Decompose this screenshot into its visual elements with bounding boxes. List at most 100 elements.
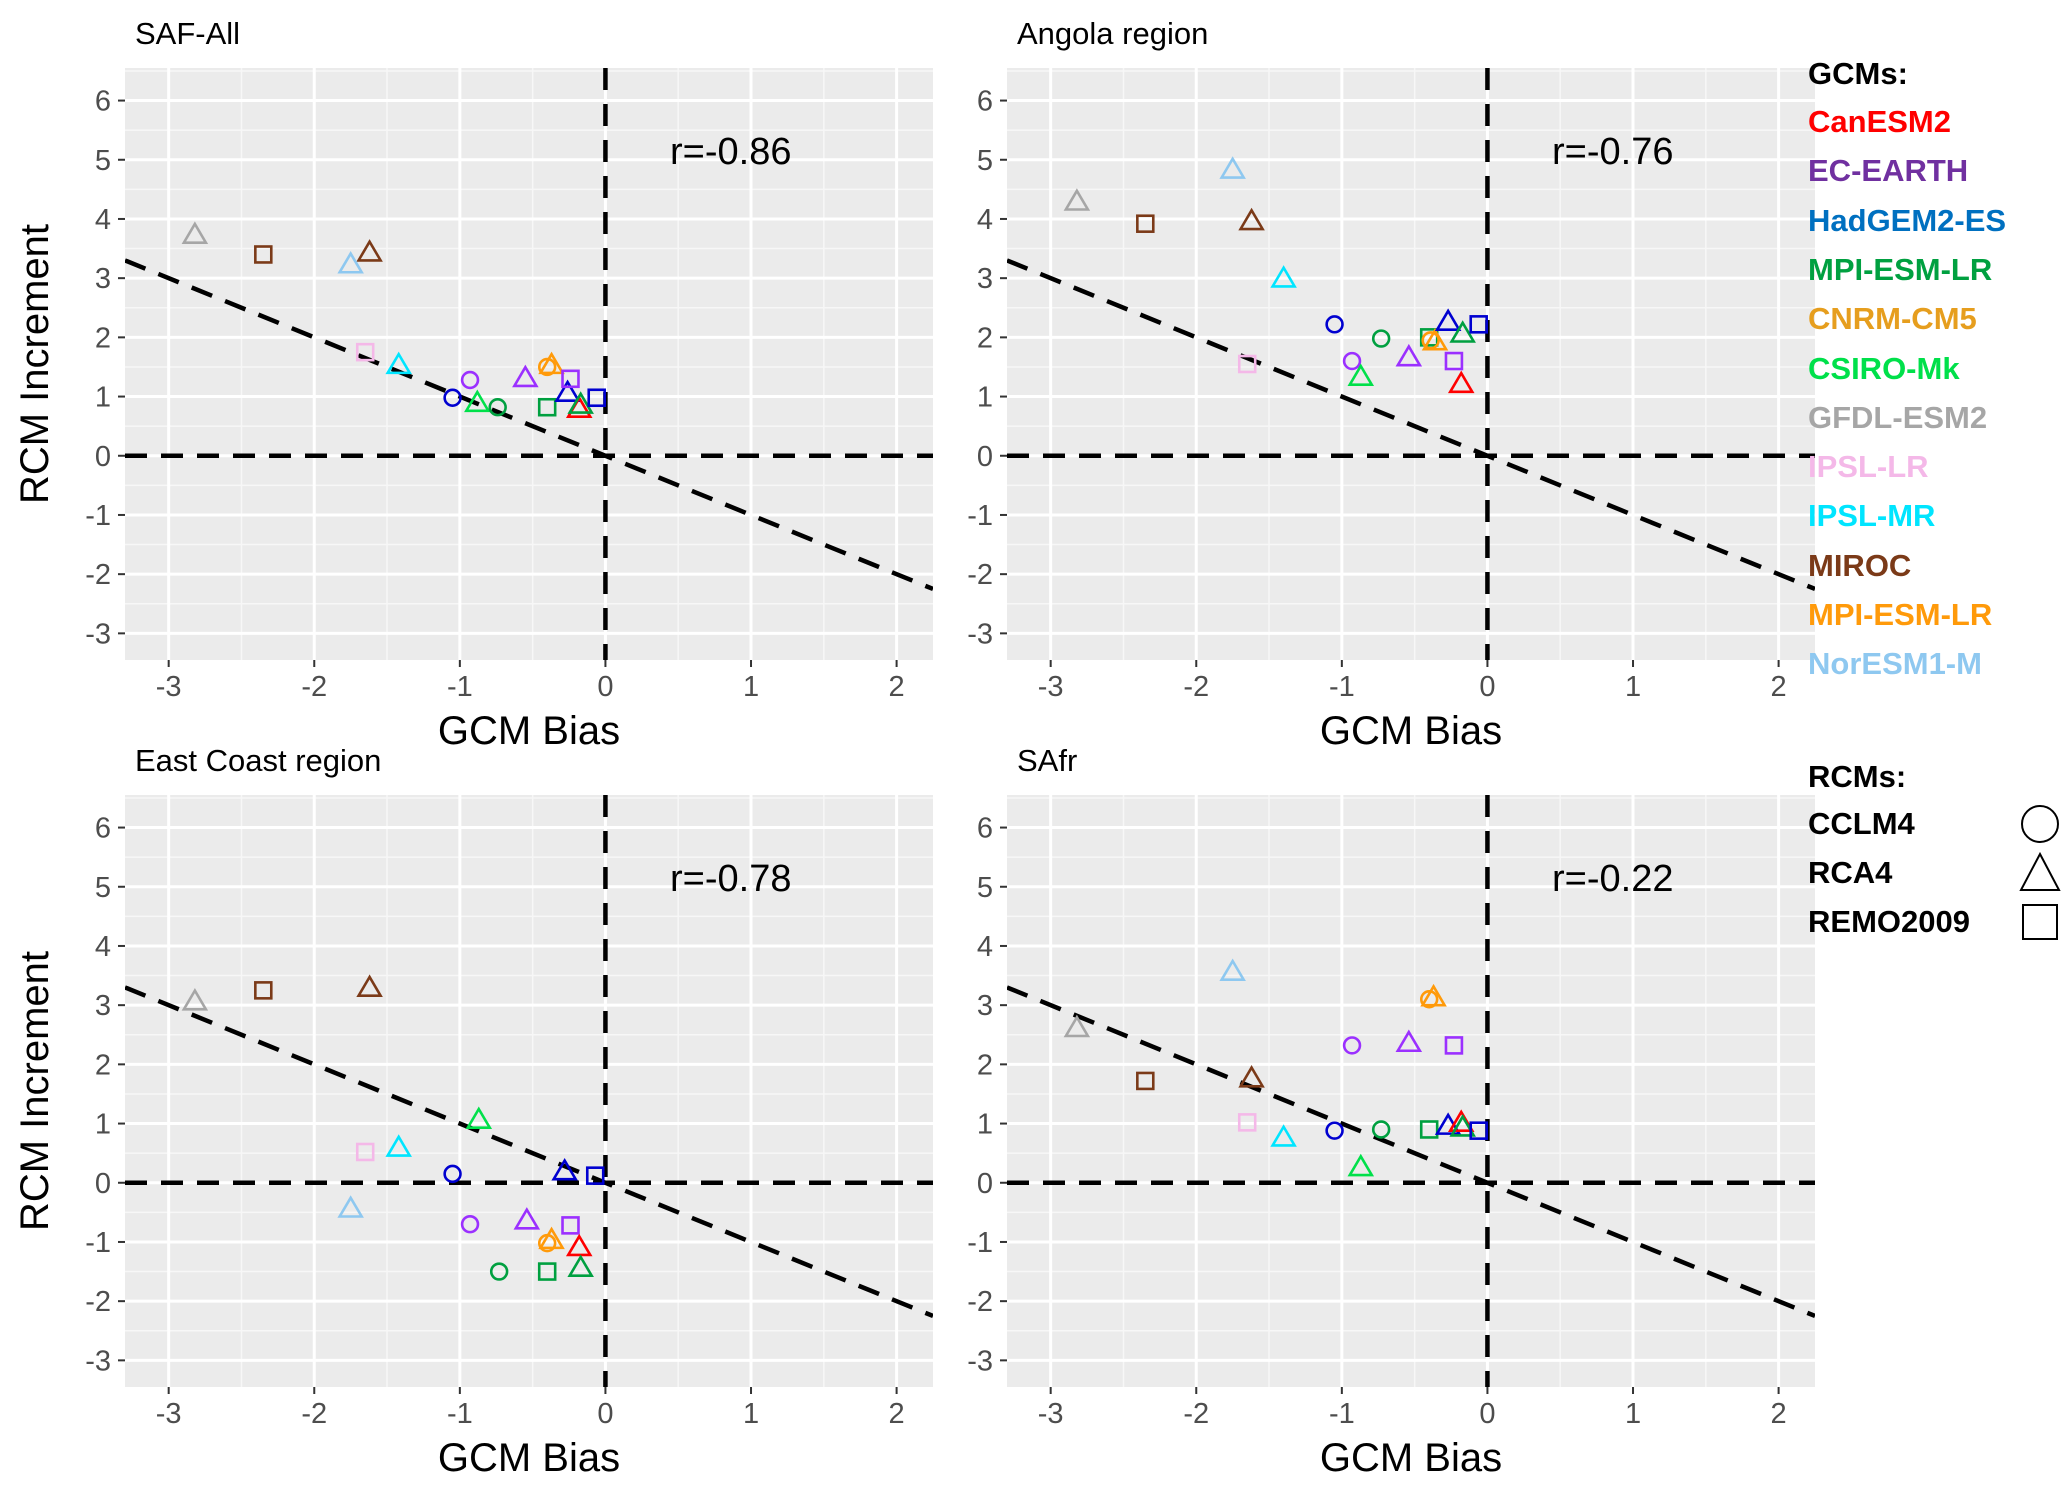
x-axis-title: GCM Bias — [1320, 1436, 1502, 1480]
reference-lines — [125, 795, 933, 1387]
y-tick-label: 5 — [977, 872, 993, 904]
panel-title: SAfr — [1017, 743, 1077, 778]
data-point — [1449, 320, 1476, 343]
panel-title: SAF-All — [135, 16, 240, 51]
data-point — [1237, 354, 1257, 374]
x-tick-label: 1 — [1625, 1398, 1641, 1430]
y-tick-label: -3 — [85, 1345, 111, 1377]
data-point — [443, 388, 462, 407]
data-point — [561, 1216, 580, 1235]
y-tick-label: 4 — [95, 931, 111, 963]
data-point — [1270, 1124, 1297, 1147]
plot-background — [125, 795, 933, 1387]
x-tick-label: 2 — [1771, 1398, 1787, 1430]
x-axis-title: GCM Bias — [438, 1436, 620, 1480]
y-tick-label: 2 — [977, 322, 993, 354]
gcm-legend-item: EC-EARTH — [1808, 153, 1969, 189]
reference-lines — [125, 68, 933, 660]
plot-background — [1007, 795, 1815, 1387]
data-point — [385, 1134, 412, 1157]
y-tick-label: -1 — [967, 500, 993, 532]
data-point — [1434, 308, 1462, 331]
data-point — [1444, 351, 1464, 371]
data-point — [1395, 1029, 1423, 1053]
data-point — [554, 379, 581, 403]
data-point — [1420, 983, 1447, 1007]
data-point — [1419, 990, 1439, 1009]
y-tick-label: 2 — [977, 1049, 993, 1081]
y-tick-label: 4 — [977, 204, 993, 236]
y-tick-label: -1 — [967, 1227, 993, 1259]
legend: GCMs: CanESM2 EC-EARTH HadGEM2-ES MPI-ESM-L… — [1808, 56, 2063, 956]
correlation-label: r=-0.22 — [1552, 858, 1673, 900]
data-point — [254, 981, 273, 1000]
regression-line — [1007, 985, 1815, 1319]
data-point — [538, 351, 565, 375]
x-tick-label: 0 — [1479, 671, 1495, 703]
x-tick-label: 2 — [1771, 671, 1787, 703]
rcm-legend-item: RCA4 — [1808, 855, 1893, 890]
y-tick-label: 0 — [95, 441, 111, 473]
y-tick-label: -3 — [85, 618, 111, 650]
x-axis-title: GCM Bias — [1320, 709, 1502, 753]
x-tick-label: -2 — [1183, 1398, 1209, 1430]
correlation-label: r=-0.76 — [1552, 131, 1673, 173]
gcm-legend-title: GCMs: — [1808, 56, 1908, 91]
x-tick-label: -2 — [301, 671, 327, 703]
x-tick-label: 2 — [889, 1398, 905, 1430]
y-tick-label: -1 — [85, 500, 111, 532]
x-tick-label: 1 — [1625, 671, 1641, 703]
y-tick-label: 3 — [95, 990, 111, 1022]
panel-title: East Coast region — [135, 743, 381, 778]
regression-line — [1007, 258, 1815, 592]
data-point — [1342, 351, 1362, 371]
scatter-panel: -3 -2 -1 0 1 2 -3 -2 -1 0 1 2 3 4 5 6 r=-0.78 East Coast … — [13, 743, 933, 1480]
data-point — [1444, 1036, 1464, 1055]
x-tick-label: -2 — [301, 1398, 327, 1430]
data-point — [488, 397, 507, 417]
gcm-legend-item: IPSL-MR — [1808, 498, 1936, 534]
y-tick-label: -2 — [967, 559, 993, 591]
x-axis-title: GCM Bias — [438, 709, 620, 753]
data-point — [181, 988, 209, 1011]
gcm-legend-item: MPI-ESM-LR — [1808, 597, 1993, 632]
y-tick-label: 1 — [95, 382, 111, 414]
triangle-icon — [2019, 851, 2061, 891]
y-tick-label: 3 — [977, 990, 993, 1022]
y-tick-label: 4 — [977, 931, 993, 963]
y-axis-title: RCM Increment — [13, 951, 57, 1231]
y-tick-label: -3 — [967, 618, 993, 650]
data-point — [1347, 1153, 1375, 1177]
data-point — [355, 1142, 375, 1162]
data-point — [1136, 214, 1155, 233]
data-point — [1219, 156, 1246, 179]
y-tick-label: 2 — [95, 322, 111, 354]
data-point — [254, 245, 273, 264]
y-tick-label: 3 — [95, 263, 111, 295]
data-point — [465, 1106, 493, 1130]
x-tick-label: -1 — [447, 671, 473, 703]
correlation-label: r=-0.78 — [670, 858, 791, 900]
regression-line — [125, 258, 933, 592]
data-point — [537, 1262, 557, 1281]
data-point — [355, 342, 375, 362]
data-points — [181, 221, 606, 418]
x-tick-label: -3 — [156, 671, 182, 703]
gcm-legend-item: MIROC — [1808, 547, 1912, 583]
data-point — [567, 1254, 594, 1278]
y-tick-label: 0 — [977, 1168, 993, 1200]
x-tick-label: 0 — [597, 671, 613, 703]
data-point — [1421, 327, 1449, 351]
y-tick-label: -2 — [967, 1286, 993, 1318]
y-tick-label: -2 — [85, 559, 111, 591]
data-point — [1325, 1121, 1344, 1140]
data-point — [1371, 1120, 1391, 1139]
y-tick-label: 1 — [977, 1109, 993, 1141]
data-point — [443, 1164, 462, 1184]
x-tick-label: 0 — [1479, 1398, 1495, 1430]
data-point — [1136, 1071, 1155, 1091]
data-point — [1325, 315, 1344, 334]
data-point — [537, 397, 557, 417]
x-tick-label: 1 — [743, 1398, 759, 1430]
square-icon — [2022, 904, 2058, 940]
